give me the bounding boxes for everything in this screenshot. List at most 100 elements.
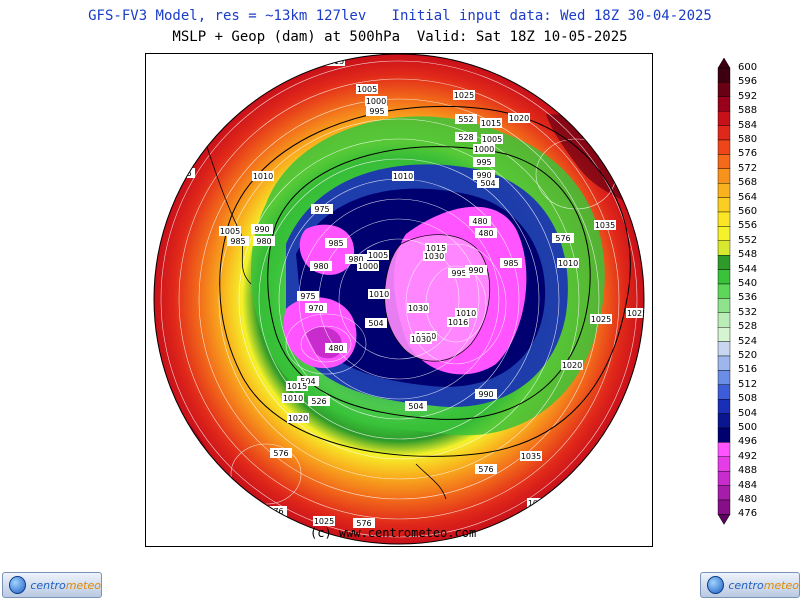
pressure-label-text: 980	[348, 255, 363, 264]
logo-text-centro: centro	[30, 578, 66, 592]
colorbar-tick-label: 596	[738, 76, 758, 88]
colorbar-tick-label: 516	[738, 364, 758, 376]
pressure-label-text: 985	[328, 239, 343, 248]
colorbar-swatch	[717, 413, 731, 429]
pressure-label: 1005	[219, 226, 241, 236]
colorbar-tick-label: 528	[738, 321, 758, 333]
pressure-label: 970	[305, 303, 327, 313]
colorbar-swatch	[717, 139, 731, 155]
pressure-label: 1025	[453, 90, 475, 100]
pressure-label-text: 1015	[426, 244, 446, 253]
pressure-label-text: 1010	[558, 259, 578, 268]
pressure-label-text: 1025	[454, 91, 474, 100]
pressure-label-text: 995	[476, 158, 491, 167]
colorbar-swatch	[717, 111, 731, 126]
pressure-label: 995	[448, 268, 470, 278]
colorbar-tick-label: 568	[738, 177, 758, 189]
colorbar-arrow-bottom	[717, 514, 731, 525]
centrometeo-logo-left[interactable]: centro meteo	[2, 572, 102, 598]
colorbar-swatches	[717, 57, 731, 525]
pressure-label-text: 1025	[591, 315, 611, 324]
pressure-label: 1015	[286, 381, 308, 391]
pressure-label-text: 1020	[562, 361, 582, 370]
logo-text-meteo: meteo	[65, 578, 101, 592]
colorbar-swatch	[717, 269, 731, 285]
pressure-label: 990	[475, 389, 497, 399]
pressure-label-text: 1005	[482, 135, 502, 144]
pressure-label: 980	[310, 261, 332, 271]
pressure-label-text: 1010	[393, 172, 413, 181]
colorbar-swatch	[717, 182, 731, 198]
geopotential-label: 504	[405, 401, 427, 411]
pressure-label-text: 1010	[456, 309, 476, 318]
colorbar-tick-label: 508	[738, 393, 758, 405]
colorbar-tick-label: 580	[738, 134, 758, 145]
pressure-label-text: 1000	[366, 97, 386, 106]
pressure-label-text: 990	[254, 225, 269, 234]
geopotential-label-text: 480	[328, 344, 343, 353]
polar-map: 576 576 576 576 576 576 552 528 504 480 504 480 504 5…	[153, 53, 645, 545]
geopotential-label-text: 576	[268, 507, 283, 516]
chart-subtitle: MSLP + Geop (dam) at 500hPa Valid: Sat 1…	[172, 29, 628, 45]
colorbar-tick-label: 484	[738, 479, 758, 491]
pressure-label-text: 990	[476, 171, 491, 180]
pressure-label-text: 1020	[288, 414, 308, 423]
pressure-label-text: 1035	[521, 452, 541, 461]
pressure-label: 975	[297, 291, 319, 301]
colorbar-swatch	[717, 211, 731, 227]
pressure-label: 1035	[594, 220, 616, 230]
colorbar-swatch	[717, 82, 731, 97]
colorbar-swatch	[717, 254, 731, 270]
pressure-label: 990	[465, 265, 487, 275]
pressure-label-text: 1016	[448, 318, 468, 327]
geopotential-label-text: 504	[368, 319, 383, 328]
geopotential-label-text: 576	[478, 465, 493, 474]
colorbar-swatch	[717, 125, 731, 141]
colorbar-tick-label: 512	[738, 378, 758, 390]
geopotential-label-text: 576	[356, 519, 371, 528]
pressure-label: 1010	[557, 258, 579, 268]
pressure-label: 1010	[455, 308, 477, 318]
geopotential-label: 526	[308, 396, 330, 406]
geopotential-label-text: 576	[555, 234, 570, 243]
logo-text-centro: centro	[728, 578, 764, 592]
pressure-label-text: 1025	[314, 517, 334, 526]
geopotential-label: 504	[477, 178, 499, 188]
colorbar-swatch	[717, 341, 731, 357]
colorbar-legend: 600 596 592 588 584 580 576 572 568 564 560 556 552 5…	[716, 57, 796, 548]
colorbar-swatch	[717, 485, 731, 501]
colorbar-swatch	[717, 384, 731, 400]
colorbar-swatch	[717, 456, 731, 472]
pressure-label: 1015	[480, 118, 502, 128]
geopotential-label-text: 526	[311, 397, 326, 406]
colorbar-tick-label: 584	[738, 119, 758, 131]
geopotential-label-text: 504	[408, 402, 423, 411]
centrometeo-logo-right[interactable]: centro meteo	[700, 572, 800, 598]
pressure-label: 1010	[368, 289, 390, 299]
colorbar-swatch	[717, 283, 731, 299]
colorbar-swatch	[717, 442, 731, 457]
colorbar-tick-label: 540	[738, 278, 758, 289]
colorbar-swatch	[717, 499, 731, 515]
pressure-label-text: 990	[478, 390, 493, 399]
colorbar-swatch	[717, 427, 731, 443]
pressure-label: 985	[325, 238, 347, 248]
colorbar-swatch	[717, 96, 731, 112]
colorbar-tick-label: 536	[738, 292, 758, 304]
geopotential-label: 552	[455, 114, 477, 124]
colorbar-swatch	[717, 298, 731, 313]
pressure-label: 1030	[407, 303, 429, 313]
colorbar-tick-label: 588	[738, 105, 758, 117]
pressure-label: 990	[251, 224, 273, 234]
geopotential-label: 576	[270, 448, 292, 458]
chart-title: GFS-FV3 Model, res = ~13km 127lev Initia…	[88, 8, 712, 24]
geopotential-label-text: 552	[458, 115, 473, 124]
geopotential-label-text: 480	[472, 217, 487, 226]
colorbar-swatch	[717, 226, 731, 241]
pressure-label-text: 1000	[474, 145, 494, 154]
colorbar-tick-label: 564	[738, 191, 758, 203]
geopotential-label: 576	[552, 233, 574, 243]
colorbar-tick-label: 520	[738, 350, 758, 361]
pressure-label: 1000	[365, 96, 387, 106]
colorbar-swatch	[717, 67, 731, 83]
